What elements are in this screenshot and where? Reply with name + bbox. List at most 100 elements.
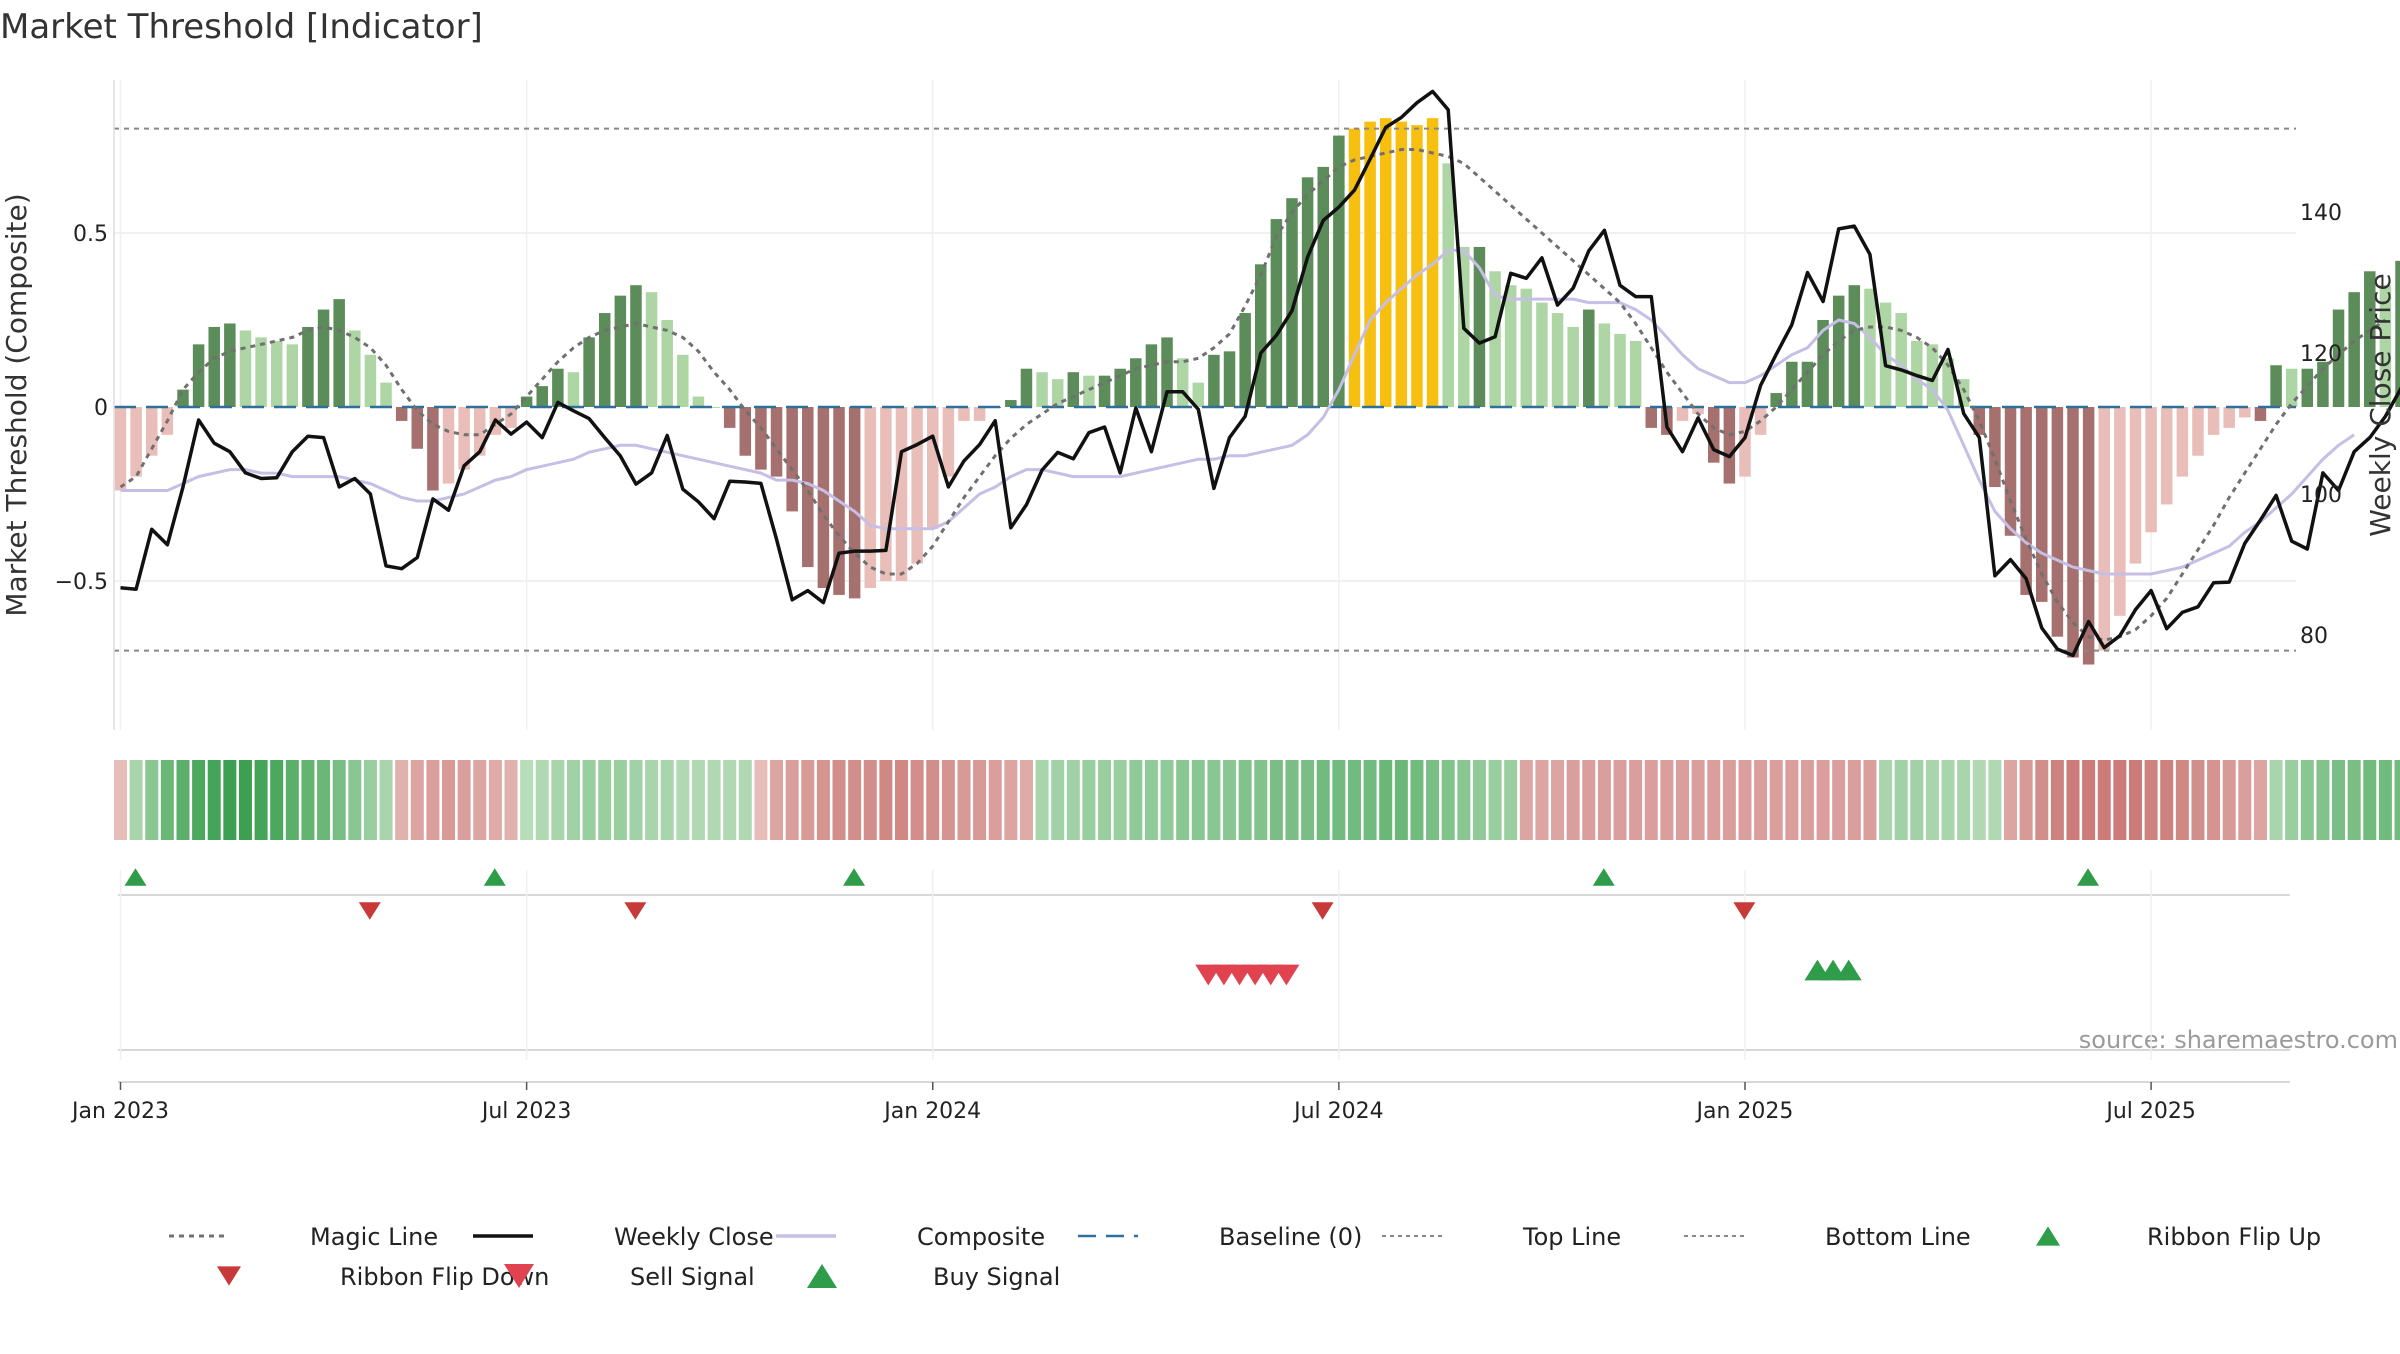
ribbon-cell [1926, 760, 1939, 840]
composite-bar [1083, 376, 1095, 407]
ribbon-cell [973, 760, 986, 840]
ribbon-cell [364, 760, 377, 840]
composite-bar [2208, 407, 2220, 435]
composite-bar [365, 355, 377, 407]
composite-bar [302, 327, 314, 407]
composite-bar [349, 330, 361, 407]
ribbon-cell [770, 760, 783, 840]
composite-bar [630, 285, 642, 407]
ribbon-cell [2301, 760, 2314, 840]
ribbon-cell [1879, 760, 1892, 840]
legend-label: Ribbon Flip Up [2147, 1223, 2321, 1251]
ribbon-cell [286, 760, 299, 840]
legend-label: Baseline (0) [1219, 1223, 1362, 1251]
composite-bar [1708, 407, 1720, 463]
composite-bar [1864, 289, 1876, 407]
composite-bar [2239, 407, 2251, 417]
y-left-tick-label: 0 [94, 396, 108, 421]
ribbon-cell [926, 760, 939, 840]
composite-bar [208, 327, 220, 407]
ribbon-cell [1426, 760, 1439, 840]
ribbon-cell [2113, 760, 2126, 840]
composite-bar [130, 407, 142, 477]
composite-bar [896, 407, 908, 581]
ribbon-cell [1785, 760, 1798, 840]
composite-bar [255, 337, 267, 407]
composite-bar [333, 299, 345, 407]
composite-bar [1208, 355, 1220, 407]
composite-bar [396, 407, 408, 421]
composite-bar [1521, 289, 1533, 407]
legend-label: Composite [917, 1223, 1045, 1251]
composite-bar [1411, 125, 1423, 407]
ribbon-cell [2129, 760, 2142, 840]
ribbon-cell [2176, 760, 2189, 840]
ribbon-cell [2238, 760, 2251, 840]
ribbon-cell [489, 760, 502, 840]
ribbon-cell [505, 760, 518, 840]
ribbon-cell [879, 760, 892, 840]
ribbon-cell [864, 760, 877, 840]
ribbon-cell [645, 760, 658, 840]
ribbon-cell [2191, 760, 2204, 840]
ribbon-cell [1535, 760, 1548, 840]
ribbon-cell [676, 760, 689, 840]
y-right-axis-label: Weekly Close Price [2364, 273, 2397, 536]
composite-bar [1552, 313, 1564, 407]
x-tick-label: Jan 2025 [1695, 1099, 1794, 1124]
ribbon-cell [786, 760, 799, 840]
ribbon-cell [395, 760, 408, 840]
ribbon-cell [1145, 760, 1158, 840]
composite-bar [1583, 310, 1595, 407]
composite-bar [443, 407, 455, 484]
ribbon-cell [1738, 760, 1751, 840]
ribbon-cell [1645, 760, 1658, 840]
ribbon-flip-up-marker [484, 868, 506, 886]
ribbon-cell [255, 760, 268, 840]
ribbon-cell [1567, 760, 1580, 840]
ribbon-cell [2160, 760, 2173, 840]
ribbon-cell [1332, 760, 1345, 840]
composite-bar [177, 390, 189, 407]
ribbon-cell [1832, 760, 1845, 840]
legend-swatch-ribbon-flip-up [2036, 1226, 2060, 1245]
ribbon-cell [1598, 760, 1611, 840]
legend-label: Bottom Line [1825, 1223, 1971, 1251]
legend-label: Buy Signal [933, 1263, 1060, 1291]
y-left-axis-label: Market Threshold (Composite) [0, 193, 33, 616]
composite-bar [1130, 358, 1142, 407]
composite-bar [2005, 407, 2017, 536]
ribbon-cell [317, 760, 330, 840]
ribbon-cell [1036, 760, 1049, 840]
ribbon-cell [1817, 760, 1830, 840]
ribbon-cell [2004, 760, 2017, 840]
composite-bar [865, 407, 877, 588]
x-tick-label: Jul 2023 [480, 1099, 572, 1124]
composite-bar [287, 344, 299, 407]
composite-bar [2270, 365, 2282, 407]
composite-bar [115, 407, 127, 491]
composite-bar [615, 296, 627, 407]
composite-bar [1599, 323, 1611, 407]
ribbon-cell [551, 760, 564, 840]
ribbon-cell [723, 760, 736, 840]
ribbon-cell [1489, 760, 1502, 840]
composite-bar [1755, 407, 1767, 435]
composite-bar [1068, 372, 1080, 407]
ribbon-cell [2067, 760, 2080, 840]
ribbon-cell [426, 760, 439, 840]
ribbon-flip-down-marker [624, 902, 646, 920]
ribbon-cell [1801, 760, 1814, 840]
ribbon-cell [911, 760, 924, 840]
composite-bar [1505, 285, 1517, 407]
ribbon-cell [380, 760, 393, 840]
ribbon-cell [2145, 760, 2158, 840]
ribbon-cell [1192, 760, 1205, 840]
composite-bar [943, 407, 955, 477]
composite-bar [661, 320, 673, 407]
ribbon-flip-up-marker [1593, 868, 1615, 886]
y-right-tick-label: 80 [2300, 624, 2328, 649]
legend-label: Top Line [1522, 1223, 1621, 1251]
composite-bar [1567, 327, 1579, 407]
